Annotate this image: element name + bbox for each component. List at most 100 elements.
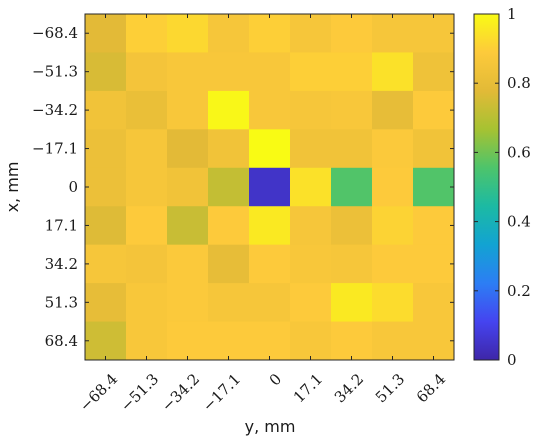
heatmap-cell [372, 167, 414, 207]
heatmap-cell [249, 90, 291, 130]
x-tick-label: −51.3 [117, 370, 162, 415]
colorbar-tick-label: 0.2 [507, 282, 531, 300]
heatmap-cell [85, 283, 127, 323]
heatmap-cell [372, 14, 414, 53]
heatmap-cell [208, 52, 250, 92]
heatmap-cell [372, 206, 414, 246]
x-tick-label: 17.1 [290, 370, 326, 406]
colorbar-ticks: 0 0.2 0.4 0.6 0.8 1 [474, 5, 531, 369]
heatmap-cell [167, 14, 209, 53]
heatmap-cell [208, 283, 250, 323]
heatmap-cell [167, 129, 209, 169]
heatmap-cell [249, 52, 291, 92]
heatmap-cell [126, 14, 168, 53]
heatmap-cell [167, 283, 209, 323]
heatmap-cell [126, 167, 168, 207]
heatmap-cell [208, 206, 250, 246]
y-tick-label: 51.3 [45, 293, 78, 311]
y-tick-label: 34.2 [45, 255, 78, 273]
heatmap-cell [85, 167, 127, 207]
heatmap-cell [372, 90, 414, 130]
heatmap-cell [208, 321, 250, 361]
heatmap-cell [413, 321, 455, 361]
heatmap-cell [126, 283, 168, 323]
heatmap-cell [85, 52, 127, 92]
heatmap-cell [85, 244, 127, 284]
heatmap-cell [208, 14, 250, 53]
heatmap-cell [372, 129, 414, 169]
heatmap-cell [249, 129, 291, 169]
x-axis-label: y, mm [245, 417, 296, 436]
heatmap-cell [290, 14, 332, 53]
heatmap-cell [249, 321, 291, 361]
heatmap-cell [331, 90, 373, 130]
heatmap-cell [249, 283, 291, 323]
heatmap-cell [249, 244, 291, 284]
y-tick-label: −68.4 [32, 24, 78, 42]
heatmap-cell [208, 129, 250, 169]
heatmap-cell [413, 90, 455, 130]
colorbar [473, 13, 500, 361]
heatmap-cell [413, 52, 455, 92]
colorbar-tick-label: 0.6 [507, 143, 531, 161]
heatmap-cell [85, 321, 127, 361]
heatmap-cell [208, 244, 250, 284]
heatmap-cell [208, 90, 250, 130]
heatmap-cell [413, 14, 455, 53]
heatmap-cell [85, 14, 127, 53]
heatmap-cell [331, 14, 373, 53]
heatmap-cell [290, 244, 332, 284]
y-axis-label: x, mm [3, 162, 22, 213]
x-tick-label: −17.1 [199, 370, 244, 415]
heatmap-cell [331, 167, 373, 207]
heatmap-cell [290, 52, 332, 92]
heatmap-cell [331, 321, 373, 361]
heatmap-cell [290, 167, 332, 207]
y-tick-label: 17.1 [45, 216, 78, 234]
colorbar-tick-label: 0.8 [507, 74, 531, 92]
heatmap-cell [372, 52, 414, 92]
x-tick-label: 34.2 [331, 370, 367, 406]
heatmap-cell [290, 90, 332, 130]
heatmap-cell [167, 321, 209, 361]
heatmap-cell [167, 244, 209, 284]
heatmap-cell [372, 321, 414, 361]
heatmap-cell [372, 244, 414, 284]
heatmap-cells [85, 14, 455, 361]
heatmap-cell [85, 206, 127, 246]
heatmap-cell [331, 283, 373, 323]
y-tick-label: −34.2 [32, 101, 78, 119]
colorbar-tick-label: 0.4 [507, 213, 531, 231]
y-tick-label: −17.1 [32, 140, 78, 158]
heatmap-cell [208, 167, 250, 207]
heatmap-cell [290, 321, 332, 361]
x-tick-label: −68.4 [76, 370, 121, 415]
y-tick-label: 0 [68, 178, 78, 196]
heatmap-cell [126, 52, 168, 92]
heatmap-cell [413, 244, 455, 284]
heatmap-cell [413, 167, 455, 207]
x-tick-label: 0 [266, 370, 285, 389]
heatmap-cell [413, 283, 455, 323]
heatmap-cell [126, 206, 168, 246]
heatmap-cell [290, 206, 332, 246]
heatmap-cell [290, 283, 332, 323]
heatmap-cell [249, 206, 291, 246]
heatmap-cell [167, 90, 209, 130]
heatmap-cell [249, 167, 291, 207]
heatmap-cell [331, 244, 373, 284]
heatmap-cell [167, 167, 209, 207]
x-tick-label: −34.2 [158, 370, 203, 415]
colorbar-tick-label: 1 [507, 5, 517, 23]
y-axis-ticks: −68.4 −51.3 −34.2 −17.1 0 17.1 34.2 51.3 68.4 [32, 24, 454, 350]
heatmap-cell [126, 244, 168, 284]
heatmap-cell [331, 52, 373, 92]
x-tick-label: 51.3 [372, 370, 408, 406]
heatmap-cell [331, 206, 373, 246]
heatmap-cell [167, 206, 209, 246]
heatmap-cell [290, 129, 332, 169]
heatmap-cell [126, 90, 168, 130]
heatmap-cell [372, 283, 414, 323]
heatmap-cell [126, 321, 168, 361]
